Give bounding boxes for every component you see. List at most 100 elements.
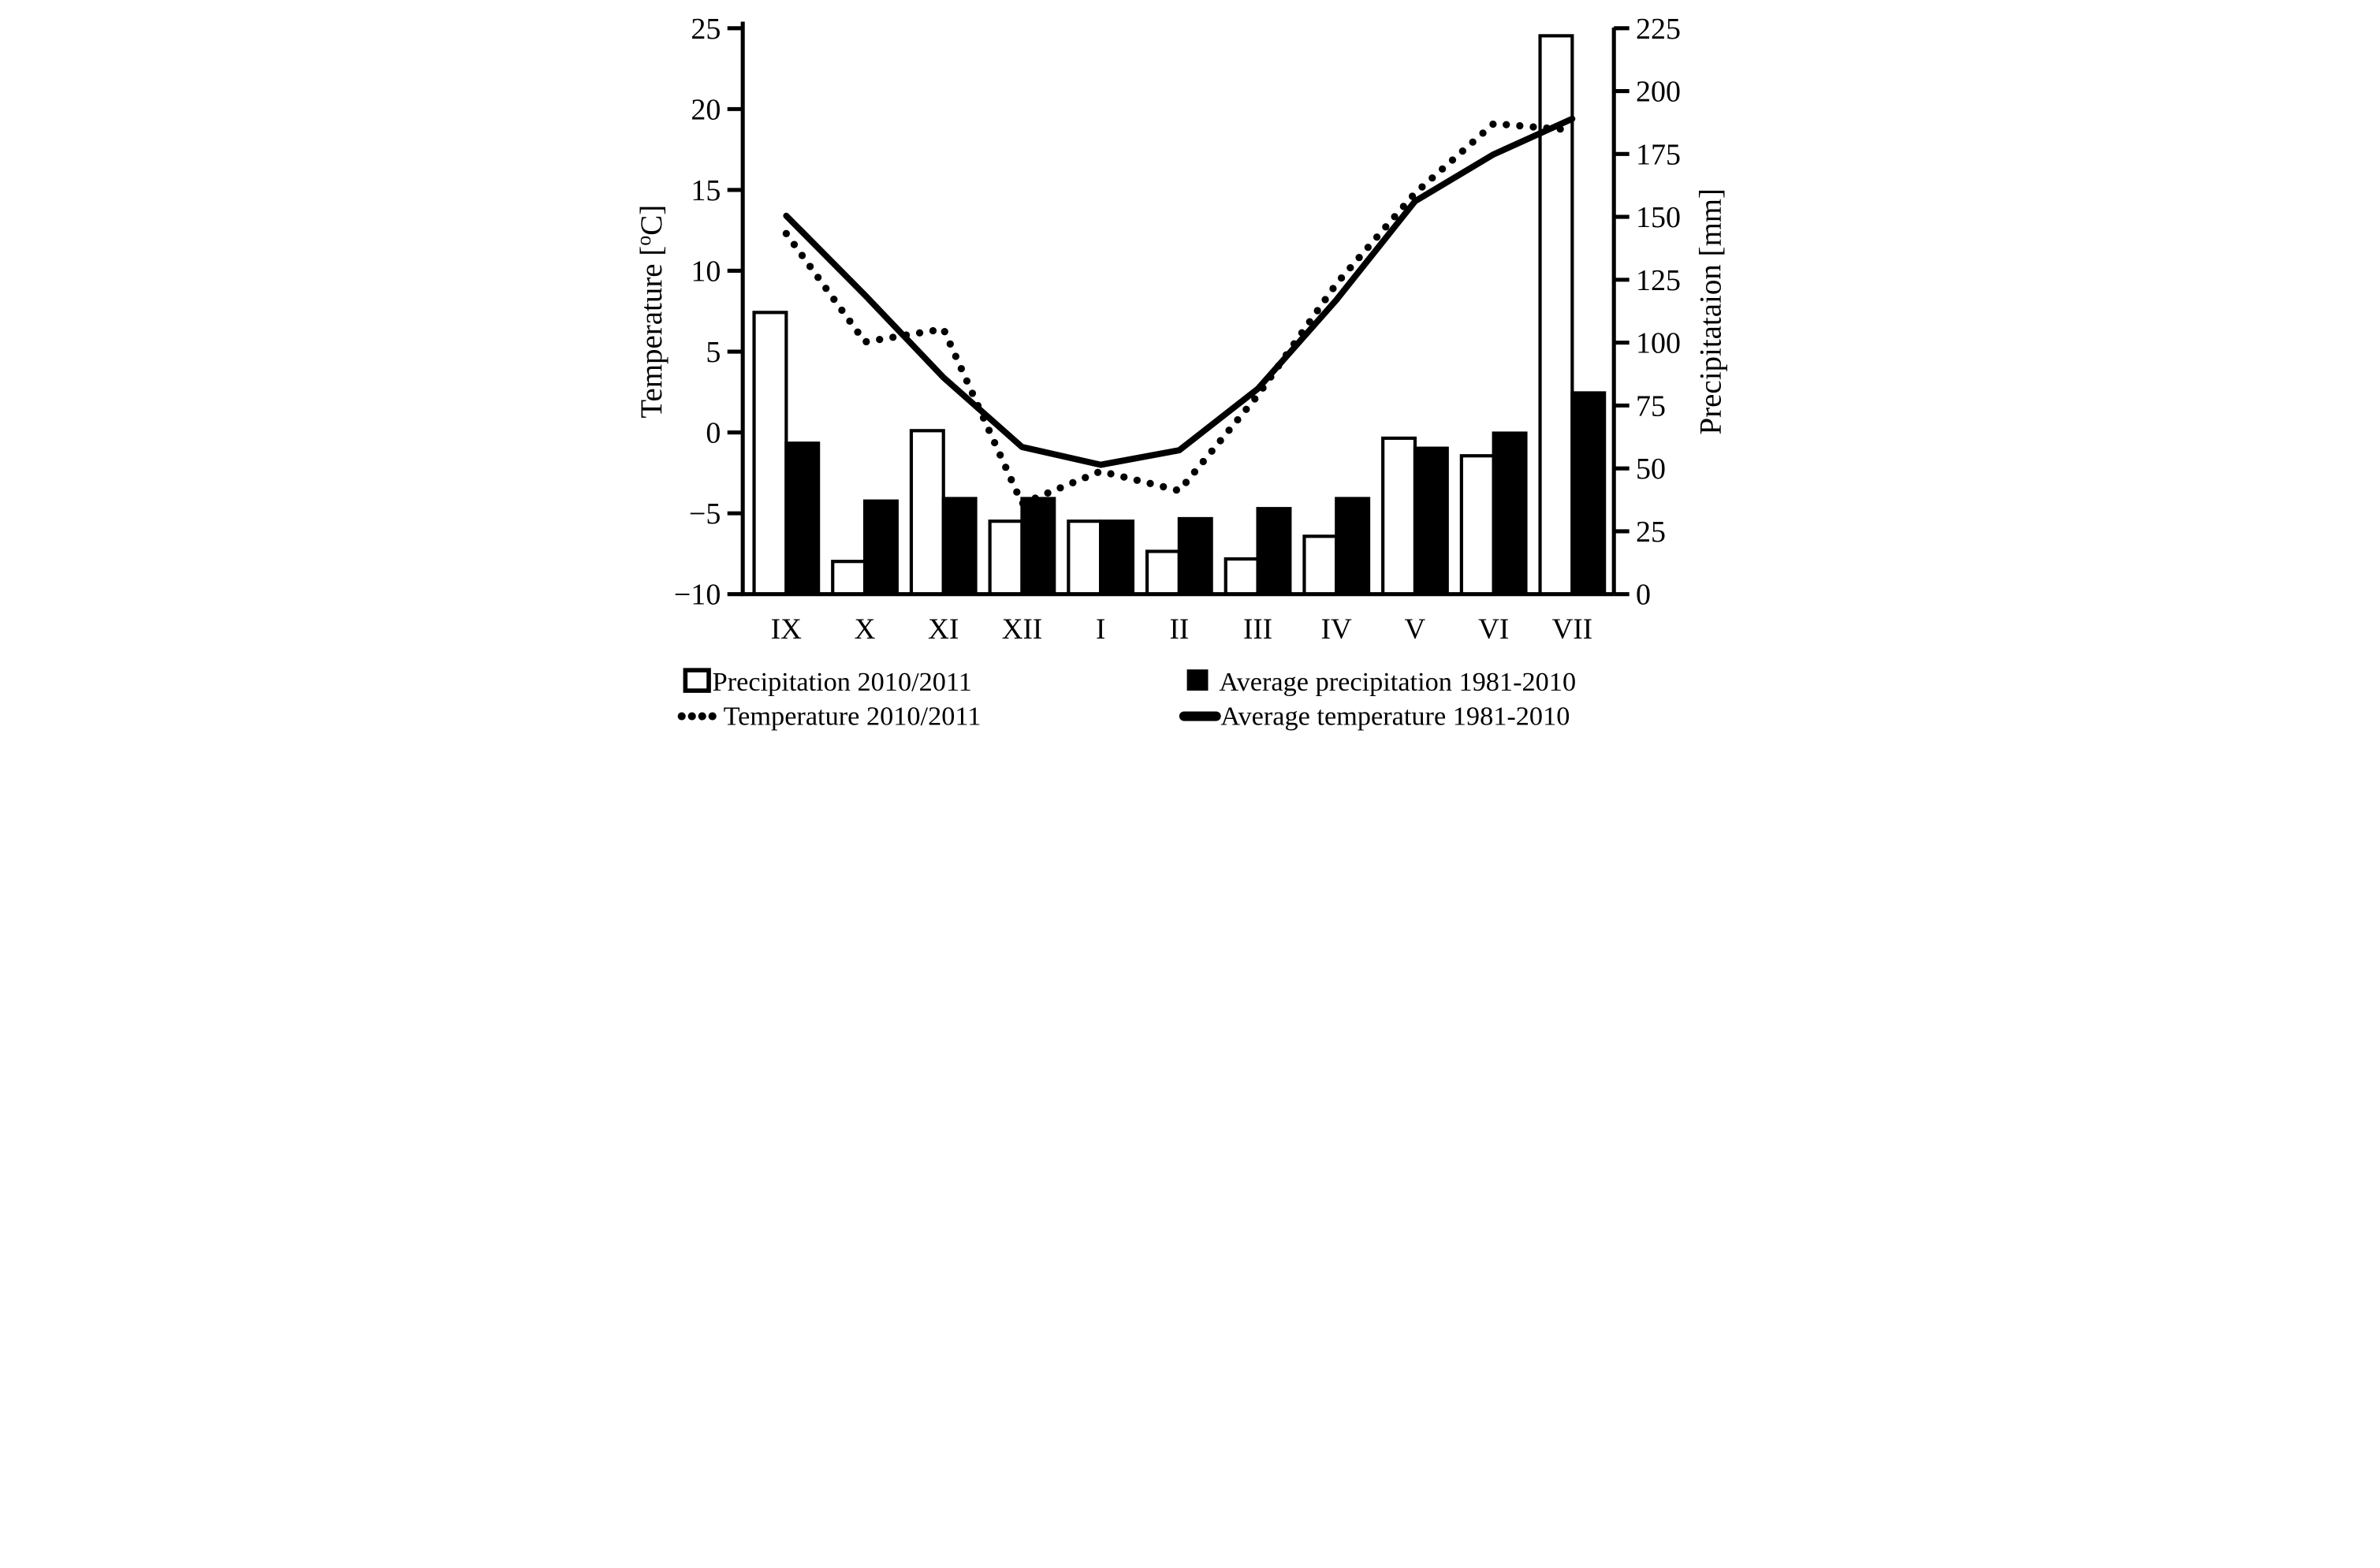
axes-layer: 2520151050−5−102252001751501251007550250…	[673, 13, 1680, 646]
lines-layer	[782, 115, 1575, 508]
black-bar	[941, 497, 978, 596]
black-bar	[1334, 497, 1370, 596]
temperature-dot	[1328, 285, 1337, 292]
legend-label-temp-2010: Temperature 2010/2011	[723, 702, 981, 732]
right-axis-tick-label: 150	[1636, 201, 1681, 234]
temperature-dot	[1007, 475, 1015, 484]
temperature-dot	[1233, 415, 1242, 424]
right-axis-tick-label: 100	[1636, 327, 1681, 360]
temperature-dot	[798, 251, 806, 259]
temperature-dot	[1469, 138, 1477, 146]
temperature-dot	[1346, 263, 1354, 272]
dotted-line-swatch-icon	[677, 712, 717, 721]
month-label: VI	[1478, 613, 1509, 646]
temperature-dot	[1172, 486, 1180, 494]
temperature-dot	[1258, 384, 1267, 392]
temperature-dot	[853, 328, 862, 336]
temperature-dot	[1031, 494, 1039, 502]
temperature-dot	[1298, 329, 1305, 337]
month-label: IV	[1320, 613, 1351, 646]
right-axis-title: Precipitataion [mm]	[1693, 188, 1727, 434]
temperature-dot	[979, 414, 987, 422]
bars-layer	[751, 34, 1606, 596]
white-bar	[988, 520, 1024, 596]
temperature-dot	[1106, 470, 1115, 478]
temperature-dot	[1282, 351, 1290, 359]
temperature-dot	[1093, 468, 1101, 476]
temperature-dot	[814, 274, 821, 281]
temperature-dot	[1208, 447, 1216, 455]
left-axis-tick-label: 0	[706, 417, 721, 450]
legend-label-avg-precip: Average precipitation 1981-2010	[1219, 667, 1576, 697]
temperature-dot	[1133, 476, 1141, 484]
temperature-dot	[1043, 489, 1052, 497]
temperature-dot	[1428, 174, 1436, 182]
temperature-dot	[1399, 203, 1407, 210]
temperature-dot	[974, 401, 981, 410]
black-bar	[1413, 446, 1449, 596]
right-axis-tick-label: 175	[1636, 138, 1681, 171]
white-bar	[1224, 557, 1260, 596]
temperature-dot	[875, 335, 883, 344]
white-bar	[1302, 534, 1338, 596]
temperature-dot	[963, 377, 970, 385]
temperature-dot	[1417, 183, 1426, 191]
temperature-dot	[862, 337, 870, 346]
right-axis-tick-label: 50	[1636, 453, 1666, 486]
white-bar	[1066, 520, 1102, 596]
temperature-dot	[1337, 274, 1345, 282]
temperature-dot	[1019, 499, 1026, 508]
month-label: IX	[770, 613, 801, 646]
temperature-dot	[829, 295, 837, 304]
temperature-dot	[1190, 468, 1198, 476]
temperature-dot	[990, 438, 998, 447]
temperature-dot	[957, 364, 965, 373]
white-bar	[1380, 436, 1417, 596]
month-label: I	[1095, 613, 1104, 646]
temperature-dot	[1381, 223, 1389, 231]
month-label: XII	[1001, 613, 1041, 646]
month-label: II	[1169, 613, 1189, 646]
temperature-dot	[1119, 473, 1127, 481]
temperature-dot	[821, 285, 829, 292]
temperature-dot	[1199, 457, 1207, 466]
temperature-dot	[968, 389, 976, 397]
left-axis-tick-label: 25	[691, 13, 721, 46]
temperature-dot	[929, 326, 937, 335]
temperature-dot	[1224, 426, 1233, 434]
temperature-dot	[1001, 464, 1009, 471]
month-label: XI	[928, 613, 959, 646]
climate-chart: 2520151050−5−102252001751501251007550250…	[639, 13, 1728, 732]
temperature-dot	[790, 240, 798, 248]
black-bar	[1098, 520, 1134, 596]
temperature-dot	[1266, 373, 1275, 381]
temperature-dot	[1542, 124, 1551, 132]
month-label: VII	[1551, 613, 1592, 646]
left-axis-tick-label: 5	[706, 336, 721, 369]
right-axis-tick-label: 200	[1636, 76, 1681, 109]
legend-label-precip-2010: Precipitation 2010/2011	[712, 667, 971, 697]
temperature-dot	[1012, 488, 1020, 496]
temperature-dot	[888, 333, 896, 341]
temperature-dot	[1320, 296, 1329, 304]
white-bar	[1459, 454, 1495, 596]
temperature-dot	[946, 340, 954, 348]
temperature-dot	[985, 426, 993, 434]
temperature-dot	[837, 306, 846, 315]
climate-chart-figure: 25 20 15 10 5 0 −5 −10 225 200 175 150 125 100 75 50 25 0…	[632, 0, 1749, 739]
temperature-dot	[1373, 233, 1380, 241]
temperature-dot	[1390, 213, 1399, 221]
black-bar	[1177, 516, 1213, 596]
temperature-dot	[1458, 147, 1466, 155]
temperature-dot	[996, 451, 1004, 459]
left-axis-tick-label: 15	[691, 174, 721, 207]
temperature-dot	[1354, 254, 1363, 262]
avg-temperature-line	[782, 115, 1575, 468]
temperature-dot	[1313, 307, 1321, 315]
temperature-dot	[1448, 156, 1456, 164]
temperature-dot	[902, 331, 910, 339]
left-axis-tick-label: −5	[688, 497, 720, 531]
white-bar	[751, 311, 788, 596]
right-axis-tick-label: 75	[1636, 389, 1666, 423]
temperature-dot	[782, 229, 790, 237]
